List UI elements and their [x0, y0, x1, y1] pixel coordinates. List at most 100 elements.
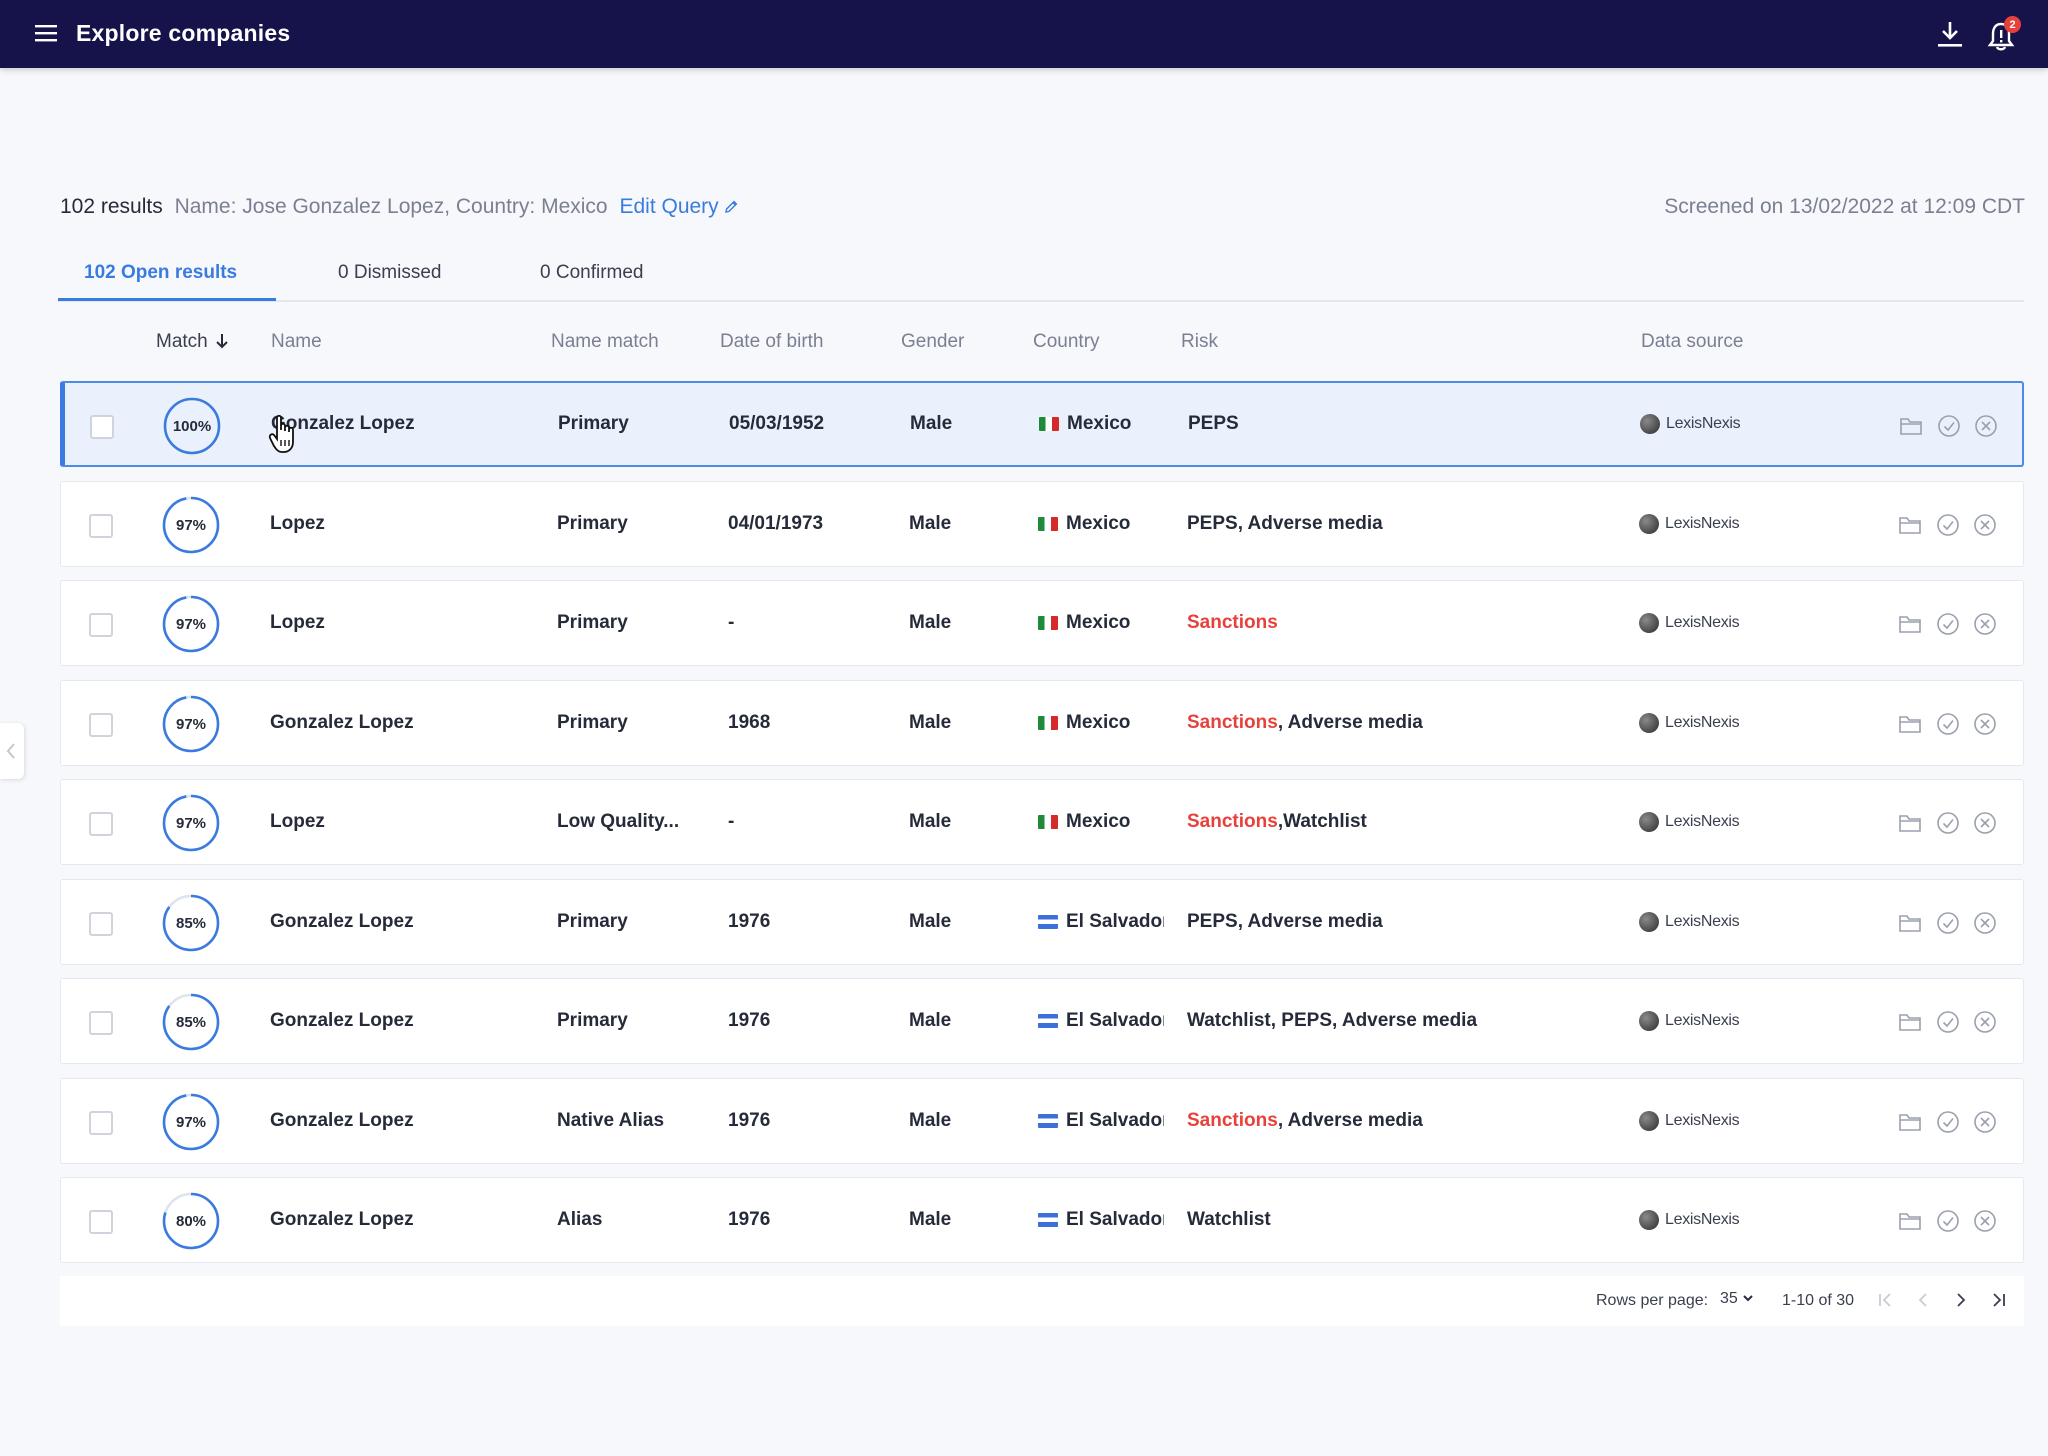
tab-open-results[interactable]: 102 Open results: [84, 262, 238, 283]
el-salvador-flag-icon: [1038, 1213, 1058, 1227]
folder-icon[interactable]: [1897, 611, 1923, 637]
table-row[interactable]: 85% Gonzalez Lopez Primary 1976 Male El …: [60, 879, 2024, 965]
next-page-icon[interactable]: [1950, 1289, 1972, 1311]
row-data-source: LexisNexis: [1639, 681, 1740, 765]
dismiss-x-icon[interactable]: [1972, 1009, 1998, 1035]
table-row[interactable]: 97% Lopez Primary - Male Mexico Sanction…: [60, 580, 2024, 666]
row-checkbox[interactable]: [90, 415, 114, 439]
confirm-check-icon[interactable]: [1935, 1109, 1961, 1135]
rows-per-page-select[interactable]: 35: [1720, 1290, 1754, 1308]
active-tab-indicator: [58, 298, 276, 301]
column-header-country[interactable]: Country: [1033, 331, 1100, 352]
column-header-date-of-birth[interactable]: Date of birth: [720, 331, 824, 352]
row-date-of-birth: 1976: [728, 911, 771, 932]
confirm-check-icon[interactable]: [1936, 413, 1962, 439]
table-row[interactable]: 100% Gonzalez Lopez Primary 05/03/1952 M…: [60, 381, 2024, 467]
dismiss-x-icon[interactable]: [1972, 512, 1998, 538]
folder-icon[interactable]: [1897, 1009, 1923, 1035]
confirm-check-icon[interactable]: [1935, 1208, 1961, 1234]
row-country: Mexico: [1039, 383, 1165, 465]
table-row[interactable]: 97% Lopez Low Quality... - Male Mexico S…: [60, 779, 2024, 865]
notifications-button[interactable]: 2: [1986, 16, 2021, 52]
dismiss-x-icon[interactable]: [1972, 810, 1998, 836]
row-country: El Salvador: [1038, 1178, 1164, 1262]
table-row[interactable]: 97% Gonzalez Lopez Native Alias 1976 Mal…: [60, 1078, 2024, 1164]
row-name: Lopez: [270, 612, 325, 633]
column-header-data-source[interactable]: Data source: [1641, 331, 1744, 352]
dismiss-x-icon[interactable]: [1972, 611, 1998, 637]
dismiss-x-icon[interactable]: [1972, 910, 1998, 936]
row-name: Gonzalez Lopez: [270, 1010, 414, 1031]
row-date-of-birth: -: [728, 612, 735, 633]
dismiss-x-icon[interactable]: [1972, 1109, 1998, 1135]
row-checkbox[interactable]: [89, 1210, 113, 1234]
row-risk: Sanctions, Adverse media: [1187, 681, 1423, 765]
risk-other: , Adverse media: [1277, 1110, 1423, 1131]
download-icon[interactable]: [1934, 18, 1966, 50]
table-row[interactable]: 97% Gonzalez Lopez Primary 1968 Male Mex…: [60, 680, 2024, 766]
column-header-name[interactable]: Name: [271, 331, 322, 352]
row-risk: PEPS, Adverse media: [1187, 880, 1383, 964]
column-header-risk[interactable]: Risk: [1181, 331, 1218, 352]
column-header-name-match[interactable]: Name match: [551, 331, 659, 352]
first-page-icon[interactable]: [1874, 1289, 1896, 1311]
data-source-name: LexisNexis: [1665, 813, 1740, 830]
column-header-match[interactable]: Match: [156, 331, 230, 353]
folder-icon[interactable]: [1897, 1208, 1923, 1234]
row-checkbox[interactable]: [89, 812, 113, 836]
confirm-check-icon[interactable]: [1935, 611, 1961, 637]
row-checkbox[interactable]: [89, 1011, 113, 1035]
table-row[interactable]: 80% Gonzalez Lopez Alias 1976 Male El Sa…: [60, 1177, 2024, 1263]
query-text: Name: Jose Gonzalez Lopez, Country: Mexi…: [174, 195, 608, 218]
confirm-check-icon[interactable]: [1935, 711, 1961, 737]
row-gender: Male: [910, 413, 953, 434]
row-checkbox[interactable]: [89, 613, 113, 637]
row-data-source: LexisNexis: [1639, 482, 1740, 566]
sort-descending-icon: [216, 334, 228, 349]
dismiss-x-icon[interactable]: [1972, 1208, 1998, 1234]
folder-icon[interactable]: [1897, 1109, 1923, 1135]
table-row[interactable]: 85% Gonzalez Lopez Primary 1976 Male El …: [60, 978, 2024, 1064]
match-score: 97%: [175, 715, 207, 733]
data-source-name: LexisNexis: [1665, 1112, 1740, 1129]
folder-icon[interactable]: [1898, 413, 1924, 439]
tab-dismissed[interactable]: 0 Dismissed: [338, 262, 442, 283]
confirm-check-icon[interactable]: [1935, 810, 1961, 836]
match-score-ring: [162, 1093, 220, 1151]
confirm-check-icon[interactable]: [1935, 1009, 1961, 1035]
hamburger-menu-icon[interactable]: [33, 22, 59, 44]
row-name-match: Primary: [557, 1010, 628, 1031]
confirm-check-icon[interactable]: [1935, 910, 1961, 936]
rows-per-page-value: 35: [1720, 1290, 1738, 1307]
row-checkbox[interactable]: [89, 514, 113, 538]
table-row[interactable]: 97% Lopez Primary 04/01/1973 Male Mexico…: [60, 481, 2024, 567]
row-data-source: LexisNexis: [1640, 383, 1741, 465]
folder-icon[interactable]: [1897, 810, 1923, 836]
row-country: Mexico: [1038, 681, 1164, 765]
last-page-icon[interactable]: [1988, 1289, 2010, 1311]
chevron-down-icon: [1743, 1295, 1753, 1302]
dismiss-x-icon[interactable]: [1972, 711, 1998, 737]
row-checkbox[interactable]: [89, 912, 113, 936]
sidebar-collapse-handle[interactable]: [0, 723, 24, 779]
lexisnexis-logo-icon: [1639, 912, 1659, 932]
confirm-check-icon[interactable]: [1935, 512, 1961, 538]
folder-icon[interactable]: [1897, 711, 1923, 737]
dismiss-x-icon[interactable]: [1973, 413, 1999, 439]
row-country-name: El Salvador: [1066, 1110, 1164, 1131]
chevron-left-icon: [6, 743, 15, 759]
previous-page-icon[interactable]: [1912, 1289, 1934, 1311]
match-score: 85%: [175, 1013, 207, 1031]
folder-icon[interactable]: [1897, 512, 1923, 538]
edit-query-link[interactable]: Edit Query: [619, 195, 738, 218]
mexico-flag-icon: [1038, 517, 1058, 531]
tab-confirmed[interactable]: 0 Confirmed: [540, 262, 644, 283]
row-checkbox[interactable]: [89, 713, 113, 737]
risk-other: PEPS: [1188, 413, 1239, 434]
column-header-gender[interactable]: Gender: [901, 331, 965, 352]
folder-icon[interactable]: [1897, 910, 1923, 936]
row-checkbox[interactable]: [89, 1111, 113, 1135]
row-data-source: LexisNexis: [1639, 979, 1740, 1063]
row-risk: PEPS: [1188, 383, 1239, 465]
row-country: Mexico: [1038, 482, 1164, 566]
